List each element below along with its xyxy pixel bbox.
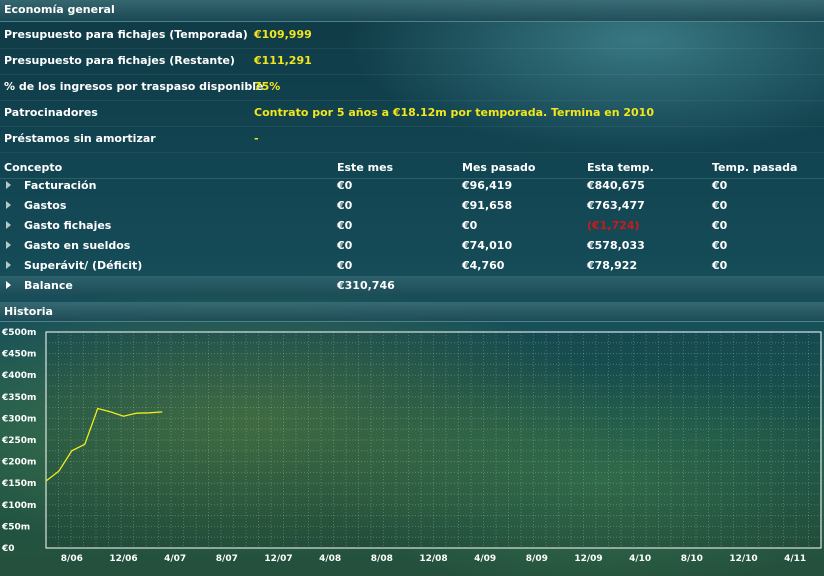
cell-this-season: €78,922 xyxy=(587,259,638,272)
table-row-expenses[interactable]: Gastos €0 €91,658 €763,477 €0 xyxy=(0,196,824,216)
expand-arrow-icon[interactable] xyxy=(6,261,11,269)
x-tick-label: 12/08 xyxy=(419,554,447,564)
y-tick-label: €150m xyxy=(1,479,36,489)
x-tick-label: 4/08 xyxy=(319,554,341,564)
section-header-economy: Economía general xyxy=(0,0,824,22)
info-row-loans: Préstamos sin amortizar - xyxy=(0,126,824,153)
column-header-last-month: Mes pasado xyxy=(462,161,536,174)
row-label: Superávit/ (Déficit) xyxy=(24,259,143,272)
table-row-wages[interactable]: Gasto en sueldos €0 €74,010 €578,033 €0 xyxy=(0,236,824,256)
series-line xyxy=(45,407,163,482)
info-label: Presupuesto para fichajes (Restante) xyxy=(4,54,235,67)
x-tick-label: 4/11 xyxy=(784,554,806,564)
x-tick-label: 8/07 xyxy=(216,554,238,564)
cell-last-month: €4,760 xyxy=(462,259,505,272)
cell-last-season: €0 xyxy=(712,239,728,252)
table-row-transfer-spending[interactable]: Gasto fichajes €0 €0 (€1,724) €0 xyxy=(0,216,824,236)
row-label: Gasto en sueldos xyxy=(24,239,131,252)
y-tick-label: €100m xyxy=(1,501,36,511)
info-row-transfer-percent: % de los ingresos por traspaso disponibl… xyxy=(0,74,824,101)
section-title: Economía general xyxy=(4,3,115,16)
info-row-budget-season: Presupuesto para fichajes (Temporada) €1… xyxy=(0,22,824,49)
info-value: €109,999 xyxy=(254,28,312,41)
history-chart: €0 €50m €100m €150m €200m €250m €300m €350m €400… xyxy=(1,328,822,564)
table-row-surplus[interactable]: Superávit/ (Déficit) €0 €4,760 €78,922 €… xyxy=(0,256,824,276)
x-tick-label: 12/07 xyxy=(264,554,292,564)
row-label: Balance xyxy=(24,279,73,292)
info-label: Presupuesto para fichajes (Temporada) xyxy=(4,28,248,41)
cell-last-season: €0 xyxy=(712,179,728,192)
y-tick-label: €50m xyxy=(1,522,30,532)
x-tick-label: 4/09 xyxy=(474,554,496,564)
table-header: Concepto Este mes Mes pasado Esta temp. … xyxy=(0,158,824,179)
cell-last-month: €0 xyxy=(462,219,478,232)
cell-this-season: (€1,724) xyxy=(587,219,640,232)
column-header-this-month: Este mes xyxy=(337,161,394,174)
x-tick-label: 12/10 xyxy=(729,554,757,564)
x-tick-label: 8/09 xyxy=(526,554,548,564)
x-tick-label: 8/08 xyxy=(371,554,393,564)
info-label: Patrocinadores xyxy=(4,106,98,119)
cell-this-season: €763,477 xyxy=(587,199,645,212)
cell-this-month: €0 xyxy=(337,199,353,212)
cell-this-month: €0 xyxy=(337,239,353,252)
expand-arrow-icon[interactable] xyxy=(6,241,11,249)
cell-last-season: €0 xyxy=(712,199,728,212)
row-label: Facturación xyxy=(24,179,97,192)
x-tick-label: 4/10 xyxy=(629,554,651,564)
expand-arrow-icon[interactable] xyxy=(6,221,11,229)
expand-arrow-icon[interactable] xyxy=(6,181,11,189)
x-tick-label: 4/07 xyxy=(164,554,186,564)
cell-last-season: €0 xyxy=(712,219,728,232)
y-tick-label: €200m xyxy=(1,458,36,468)
info-label: % de los ingresos por traspaso disponibl… xyxy=(4,80,264,93)
cell-this-season: €578,033 xyxy=(587,239,645,252)
table-row-revenue[interactable]: Facturación €0 €96,419 €840,675 €0 xyxy=(0,176,824,196)
row-label: Gastos xyxy=(24,199,67,212)
y-tick-label: €0 xyxy=(1,544,15,554)
cell-last-season: €0 xyxy=(712,259,728,272)
info-row-budget-remaining: Presupuesto para fichajes (Restante) €11… xyxy=(0,48,824,75)
column-header-concept: Concepto xyxy=(4,161,63,174)
column-header-this-season: Esta temp. xyxy=(587,161,654,174)
cell-this-month: €0 xyxy=(337,219,353,232)
expand-arrow-icon[interactable] xyxy=(6,281,11,289)
column-header-last-season: Temp. pasada xyxy=(712,161,798,174)
cell-this-season: €840,675 xyxy=(587,179,645,192)
x-tick-label: 12/06 xyxy=(109,554,137,564)
info-value: - xyxy=(254,132,259,145)
section-title: Historia xyxy=(4,305,53,318)
x-tick-label: 8/06 xyxy=(61,554,83,564)
info-value: 75% xyxy=(254,80,281,93)
y-tick-label: €300m xyxy=(1,414,36,424)
row-label: Gasto fichajes xyxy=(24,219,112,232)
expand-arrow-icon[interactable] xyxy=(6,201,11,209)
cell-this-month: €0 xyxy=(337,179,353,192)
info-row-sponsors: Patrocinadores Contrato por 5 años a €18… xyxy=(0,100,824,127)
info-value: Contrato por 5 años a €18.12m por tempor… xyxy=(254,106,654,119)
x-tick-label: 12/09 xyxy=(574,554,602,564)
cell-last-month: €91,658 xyxy=(462,199,513,212)
section-header-history: Historia xyxy=(0,302,824,322)
y-tick-label: €250m xyxy=(1,436,36,446)
info-label: Préstamos sin amortizar xyxy=(4,132,156,145)
y-tick-label: €450m xyxy=(1,350,36,360)
cell-last-month: €96,419 xyxy=(462,179,513,192)
info-value: €111,291 xyxy=(254,54,312,67)
table-row-balance[interactable]: Balance €310,746 xyxy=(0,276,824,296)
cell-last-month: €74,010 xyxy=(462,239,513,252)
y-tick-label: €350m xyxy=(1,393,36,403)
cell-this-month: €0 xyxy=(337,259,353,272)
y-tick-label: €500m xyxy=(1,328,36,338)
chart-frame xyxy=(45,331,822,549)
cell-balance-value: €310,746 xyxy=(337,279,395,292)
y-tick-label: €400m xyxy=(1,371,36,381)
x-tick-label: 8/10 xyxy=(681,554,703,564)
